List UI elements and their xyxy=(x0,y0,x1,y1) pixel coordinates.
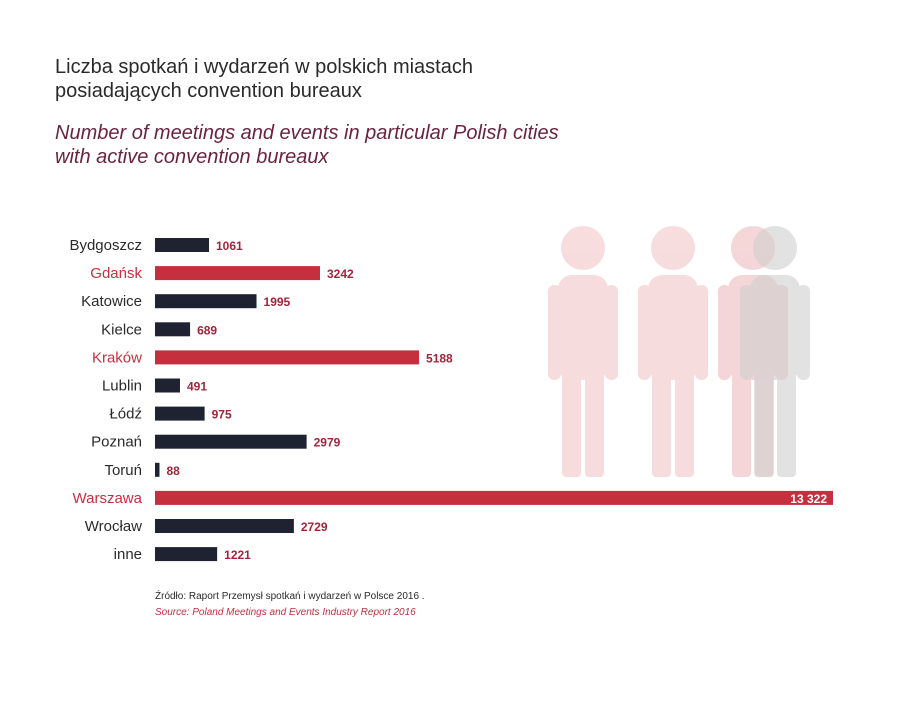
category-label: Poznań xyxy=(91,434,142,451)
value-label: 88 xyxy=(166,464,180,478)
category-label: Bydgoszcz xyxy=(69,237,142,254)
value-label: 1061 xyxy=(216,239,243,253)
category-label: Kielce xyxy=(101,321,142,338)
category-label: Wrocław xyxy=(85,518,142,535)
category-label: Toruń xyxy=(104,462,142,479)
value-label: 1221 xyxy=(224,548,251,562)
category-label: Lublin xyxy=(102,378,142,395)
bar xyxy=(155,434,307,449)
value-label: 3242 xyxy=(327,267,354,281)
chart-title-english-line2: with active convention bureaux xyxy=(55,146,329,168)
value-label: 1995 xyxy=(264,295,291,309)
bar xyxy=(155,547,218,562)
category-label: Warszawa xyxy=(73,490,143,507)
category-label: Łódź xyxy=(109,406,142,423)
value-label: 689 xyxy=(197,323,217,337)
value-label: 491 xyxy=(187,380,207,394)
bar xyxy=(155,490,833,505)
value-label: 975 xyxy=(212,408,232,422)
bar-chart: Bydgoszcz 1061 Gdańsk 3242 Katowice 1995 Kielc… xyxy=(69,237,833,563)
category-label: Kraków xyxy=(92,349,142,366)
chart-title-polish: Liczba spotkań i wydarzeń w polskich mia… xyxy=(55,55,655,103)
source-note-polish: Źródło: Raport Przemysł spotkań i wydarz… xyxy=(155,591,425,602)
value-label: 2979 xyxy=(314,436,341,450)
chart-title-english: Number of meetings and events in particu… xyxy=(55,121,675,169)
source-note-english: Source: Poland Meetings and Events Indus… xyxy=(155,607,416,618)
value-label: 13 322 xyxy=(790,492,827,506)
bar xyxy=(155,519,294,533)
category-label: Katowice xyxy=(81,293,142,310)
category-label: inne xyxy=(114,546,142,563)
category-label: Gdańsk xyxy=(90,265,142,282)
bar xyxy=(155,322,191,337)
bar xyxy=(155,462,160,477)
value-label: 5188 xyxy=(426,351,453,365)
bar xyxy=(155,266,320,281)
chart-title-polish-line1: Liczba spotkań i wydarzeń w polskich mia… xyxy=(55,56,473,78)
bar xyxy=(155,350,420,365)
bar xyxy=(155,294,257,309)
chart-title-polish-line2: posiadających convention bureaux xyxy=(55,80,362,102)
bar xyxy=(155,378,180,393)
chart-title-english-line1: Number of meetings and events in particu… xyxy=(55,122,559,144)
bar xyxy=(155,406,205,421)
value-label: 2729 xyxy=(301,520,328,534)
bar xyxy=(155,238,209,252)
